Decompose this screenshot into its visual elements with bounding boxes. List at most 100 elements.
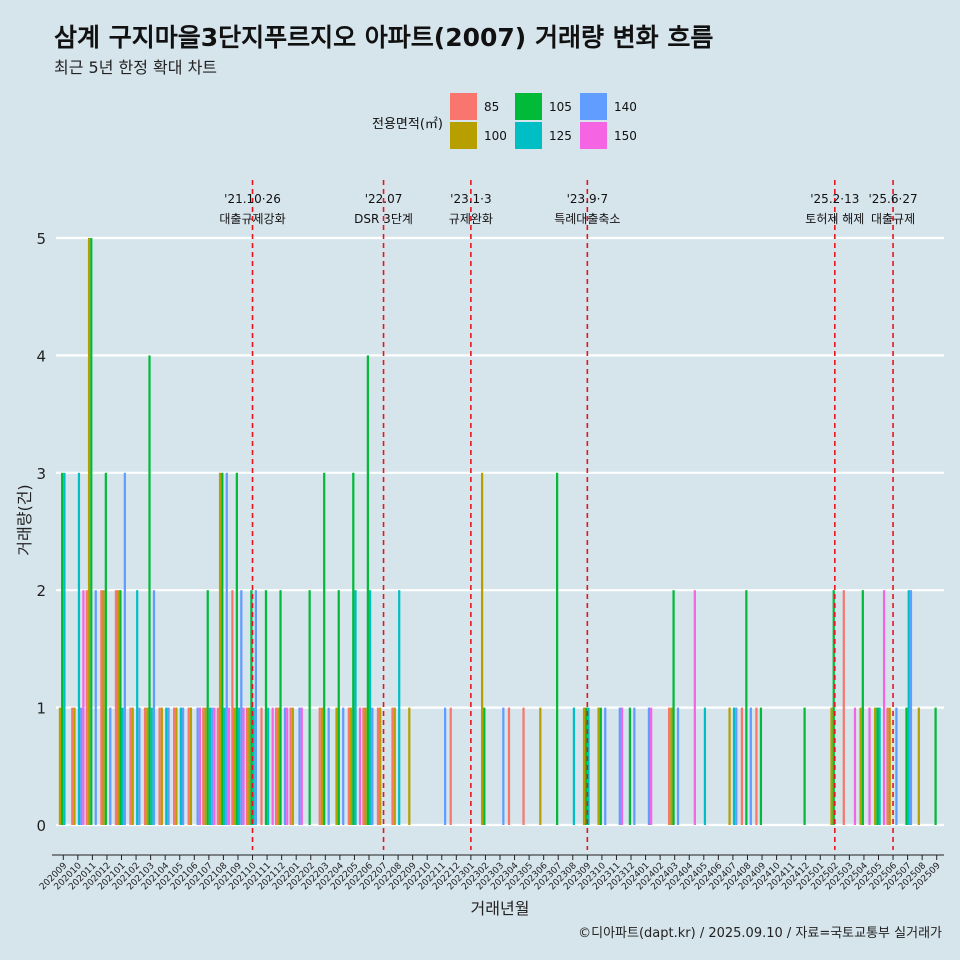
bar-202205-150 [358,707,362,825]
bar-202509-105 [934,707,937,825]
bar-202302-100 [480,472,484,825]
bar-202201-85 [289,707,292,825]
bar-202308-125 [572,707,576,825]
bar-202011-100 [87,238,91,825]
bar-202009-100 [58,707,62,825]
bar-202107-105 [206,590,209,825]
bar-202108-85 [216,707,219,825]
legend-swatch-125 [515,122,542,149]
bar-202107-100 [204,707,207,825]
bar-202505-150 [882,590,886,825]
bar-202405-125 [703,707,707,825]
gridlines [56,236,944,827]
bar-202312-140 [633,707,636,825]
bar-202403-100 [670,707,673,825]
legend-label-85: 85 [484,100,499,114]
bar-202109-150 [242,707,245,825]
bar-202010-140 [80,707,83,825]
bar-202101-85 [114,590,118,825]
bar-202304-85 [507,707,511,825]
bar-202108-100 [218,472,222,825]
bar-202206-105 [366,355,369,825]
y-axis-title: 거래량(건) [15,484,34,555]
bar-202403-140 [676,707,680,825]
bar-202201-100 [291,707,294,825]
y-tick-label: 1 [36,700,46,718]
bar-202208-125 [398,590,401,825]
bar-202407-140 [735,707,738,825]
bar-202504-105 [861,590,864,825]
bar-202106-140 [196,707,199,825]
event-lines: '21.10·26 대출규제강화 '22.07 DSR 3단계 '23.1·3 규제완화 '… [219,180,918,850]
bar-202506-85 [886,707,889,825]
bar-202104-125 [165,707,168,825]
bar-202505-105 [876,707,879,825]
bar-202103-140 [152,590,156,825]
bar-202205-85 [347,707,350,825]
bar-202309-105 [585,707,588,825]
bar-202105-85 [173,707,176,825]
legend-swatch-100 [450,122,477,149]
bar-202104-85 [158,707,161,825]
y-tick-label: 3 [36,465,46,483]
legend-label-150: 150 [614,129,637,143]
bar-202311-150 [620,707,624,825]
bar-202009-105 [61,472,64,825]
legend: 전용면적(㎡) 85 100 105 125 140 150 [372,93,637,149]
bar-202403-85 [667,707,671,825]
bar-202206-140 [371,707,374,825]
bar-202012-85 [100,590,103,825]
bar-202201-140 [298,707,301,825]
bar-202403-105 [672,590,675,825]
bar-202206-85 [362,707,365,825]
bar-202507-125 [907,590,910,825]
bar-202103-100 [146,707,149,825]
bar-202103-125 [150,707,153,825]
bar-202108-150 [227,707,231,825]
legend-swatch-85 [450,93,477,120]
bar-202112-85 [274,707,278,825]
bar-202407-125 [732,707,736,825]
bar-202310-105 [599,707,602,825]
bar-202508-100 [917,707,920,825]
bar-202302-105 [483,707,486,825]
bar-202110-125 [252,707,255,825]
legend-title: 전용면적(㎡) [372,117,443,132]
bar-202401-150 [650,707,653,825]
event-label: 토허제 해제 [805,212,864,226]
bar-202408-105 [745,590,748,825]
bar-202101-140 [123,472,126,825]
bar-202111-125 [267,707,270,825]
bar-202202-105 [308,590,311,825]
bar-202111-150 [271,707,274,825]
bar-202012-100 [102,590,105,825]
x-axis-title: 거래년월 [471,899,530,918]
bar-202310-140 [604,707,607,825]
bar-202103-85 [143,707,147,825]
bar-202211-140 [444,707,447,825]
event-label: 대출규제 [871,212,915,226]
bar-202311-140 [618,707,621,825]
bar-202107-125 [208,707,212,825]
bar-202306-100 [539,707,542,825]
event-date: '25.6·27 [868,192,917,206]
y-tick-label: 5 [36,230,46,248]
bar-202107-140 [211,707,214,825]
event-label: DSR 3단계 [354,212,413,226]
bar-202312-105 [628,707,632,825]
bar-202408-85 [740,707,744,825]
bar-202103-105 [148,355,151,825]
bar-202409-105 [759,707,763,825]
event-label: 규제완화 [449,212,493,226]
bar-202506-140 [895,707,898,825]
bar-202110-85 [245,707,249,825]
legend-label-125: 125 [549,129,572,143]
bar-202108-125 [223,707,226,825]
bars [58,238,937,825]
event-date: '23.1·3 [450,192,491,206]
bar-202109-105 [235,472,238,825]
bar-202503-150 [853,707,857,825]
bar-202112-140 [283,707,287,825]
bar-202105-100 [175,707,178,825]
bar-202502-100 [830,707,833,825]
